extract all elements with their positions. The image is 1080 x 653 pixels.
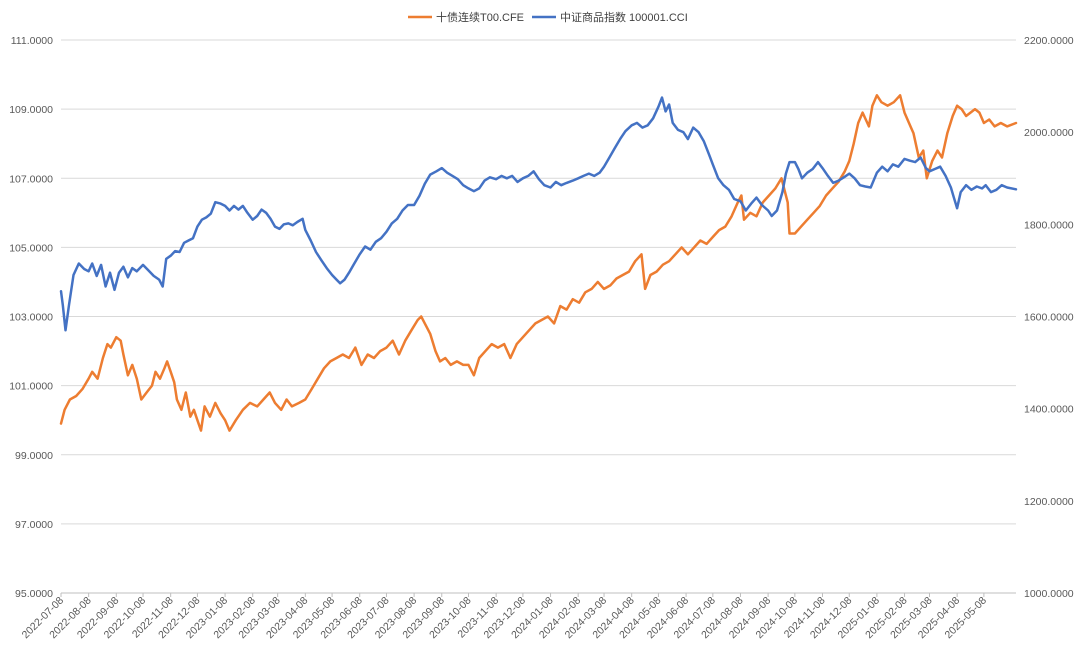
- left-tick-label: 109.0000: [9, 104, 53, 116]
- left-tick-label: 101.0000: [9, 381, 53, 393]
- left-tick-label: 105.0000: [9, 242, 53, 254]
- left-y-axis: 95.0000 97.0000 99.0000 101.0000 103.0000 105…: [9, 35, 53, 600]
- left-tick-label: 99.0000: [15, 450, 53, 462]
- left-tick-label: 111.0000: [11, 35, 53, 47]
- right-tick-label: 2200.0000: [1024, 35, 1074, 47]
- right-tick-label: 1400.0000: [1024, 404, 1074, 416]
- right-tick-label: 1200.0000: [1024, 496, 1074, 508]
- gridlines: [61, 39, 1016, 594]
- left-tick-label: 95.0000: [15, 588, 53, 600]
- right-tick-label: 1800.0000: [1024, 219, 1074, 231]
- right-tick-label: 2000.0000: [1024, 127, 1074, 139]
- legend-label-bond: 十债连续T00.CFE: [436, 10, 524, 24]
- left-tick-label: 103.0000: [9, 312, 53, 324]
- left-tick-label: 107.0000: [9, 173, 53, 185]
- series-lines: [59, 94, 1018, 432]
- series-line-commodity: [59, 96, 1018, 332]
- series-line-bond: [59, 94, 1018, 432]
- legend: 十债连续T00.CFE 中证商品指数 100001.CCI: [408, 10, 688, 24]
- right-tick-label: 1000.0000: [1024, 588, 1074, 600]
- left-tick-label: 97.0000: [15, 519, 53, 531]
- right-y-axis: 1000.0000 1200.0000 1400.0000 1600.0000 1800…: [1024, 35, 1074, 600]
- legend-label-commodity: 中证商品指数 100001.CCI: [560, 10, 688, 24]
- x-axis: 2022-07-082022-08-082022-09-082022-10-08…: [20, 592, 1016, 641]
- right-tick-label: 1600.0000: [1024, 312, 1074, 324]
